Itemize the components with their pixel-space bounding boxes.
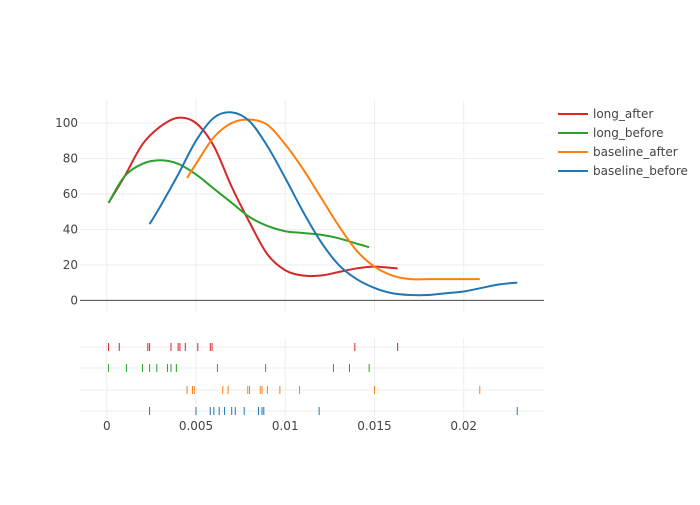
density-curve-long-after	[107, 116, 398, 278]
y-tick-label: 100	[55, 116, 78, 130]
x-tick-label: 0.02	[450, 419, 477, 433]
y-tick-labels: 0 20 40 60 80 100	[55, 116, 78, 307]
legend-label: long_after	[593, 107, 653, 121]
legend-label: baseline_after	[593, 145, 678, 159]
y-tick-label: 60	[63, 187, 78, 201]
rug-grid	[80, 338, 544, 420]
legend-label: long_before	[593, 126, 664, 140]
x-tick-label: 0	[103, 419, 111, 433]
y-tick-label: 20	[63, 258, 78, 272]
x-tick-labels: 0 0.005 0.01 0.015 0.02	[103, 419, 477, 433]
x-tick-label: 0.015	[357, 419, 391, 433]
x-tick-label: 0.01	[272, 419, 299, 433]
main-grid	[80, 100, 544, 311]
y-tick-label: 0	[70, 293, 78, 307]
legend-label: baseline_before	[593, 164, 688, 178]
legend: long_after long_before baseline_afterbasel…	[558, 107, 688, 178]
density-curve-baseline-after	[186, 118, 480, 281]
density-curves	[107, 111, 518, 297]
rug-plots	[108, 343, 518, 415]
density-curve-long-before	[107, 159, 370, 249]
y-tick-label: 40	[63, 222, 78, 236]
x-tick-label: 0.005	[179, 419, 213, 433]
density-curve-baseline-before	[148, 111, 518, 297]
y-tick-label: 80	[63, 152, 78, 166]
